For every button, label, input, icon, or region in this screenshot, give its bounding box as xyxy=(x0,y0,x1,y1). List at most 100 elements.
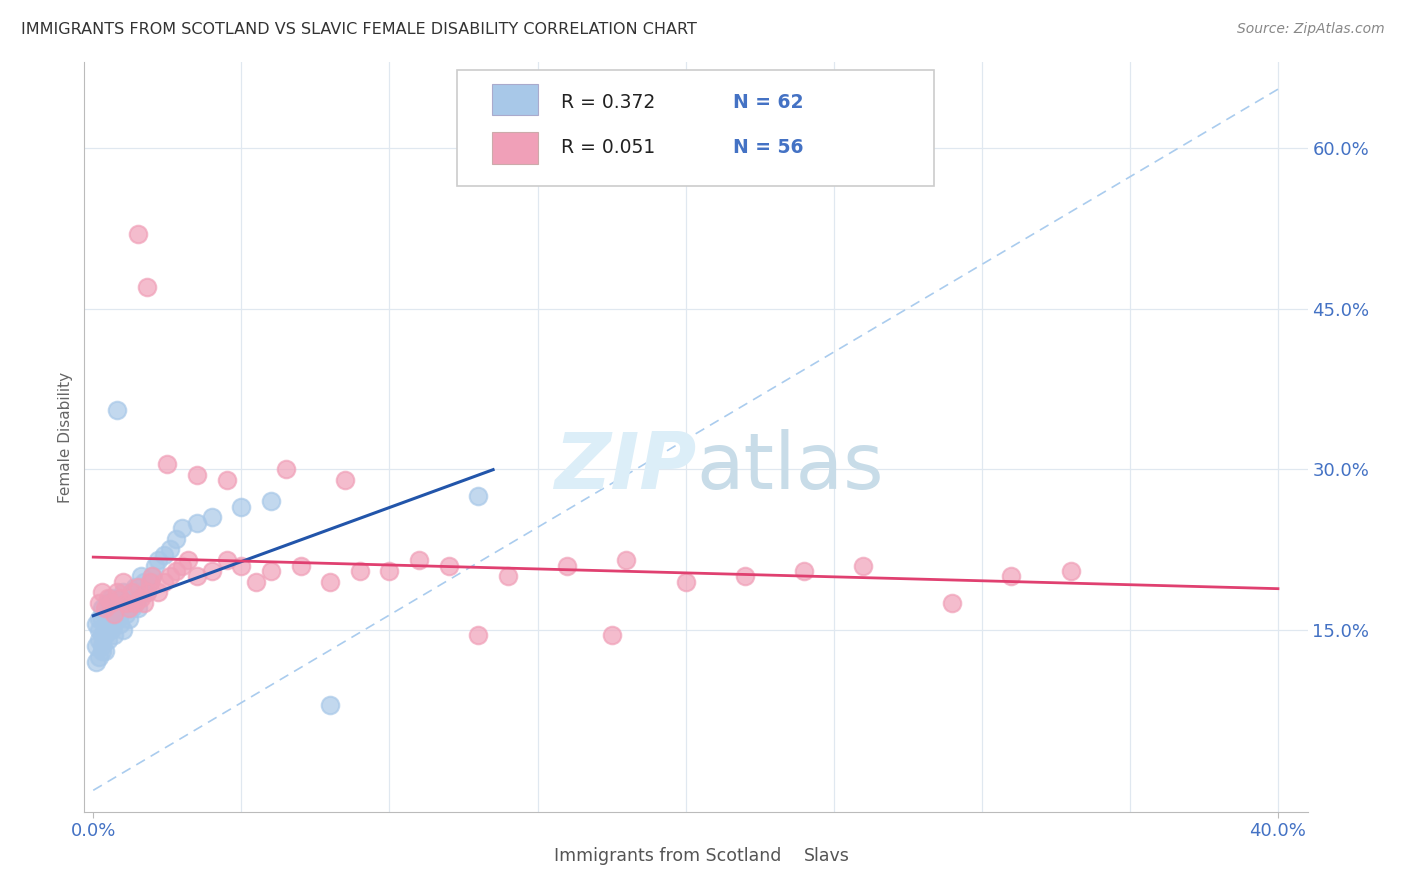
Point xyxy=(260,564,283,578)
Point xyxy=(467,628,489,642)
Point xyxy=(172,521,194,535)
Point xyxy=(94,623,117,637)
Point xyxy=(124,596,146,610)
Point xyxy=(91,644,114,658)
Point xyxy=(89,623,111,637)
Point xyxy=(91,585,114,599)
Text: R = 0.372: R = 0.372 xyxy=(561,93,655,112)
Point xyxy=(333,473,356,487)
Point xyxy=(496,569,519,583)
Point xyxy=(349,564,371,578)
Point xyxy=(97,591,120,605)
Point xyxy=(1000,569,1022,583)
Point xyxy=(437,558,460,573)
Point xyxy=(105,612,128,626)
FancyBboxPatch shape xyxy=(457,70,935,186)
Point xyxy=(97,612,120,626)
Point xyxy=(105,403,128,417)
Point xyxy=(111,574,134,589)
Point xyxy=(231,558,253,573)
Point xyxy=(129,569,152,583)
Point xyxy=(408,553,430,567)
Point xyxy=(108,591,131,605)
Text: Immigrants from Scotland: Immigrants from Scotland xyxy=(554,847,782,865)
Point xyxy=(138,574,160,589)
Point xyxy=(94,601,117,615)
Point xyxy=(121,585,143,599)
Point xyxy=(156,457,179,471)
Point xyxy=(159,542,181,557)
Point xyxy=(100,607,122,621)
Point xyxy=(135,280,157,294)
Text: ZIP: ZIP xyxy=(554,429,696,505)
Point xyxy=(165,564,187,578)
Point xyxy=(118,612,141,626)
Point xyxy=(231,500,253,514)
Point xyxy=(201,564,224,578)
Point xyxy=(186,569,208,583)
Point xyxy=(94,644,117,658)
Point xyxy=(118,601,141,615)
Point xyxy=(103,617,125,632)
Point xyxy=(1059,564,1081,578)
Point xyxy=(141,569,163,583)
Y-axis label: Female Disability: Female Disability xyxy=(58,371,73,503)
Point xyxy=(94,628,117,642)
Point xyxy=(91,639,114,653)
Point xyxy=(103,601,125,615)
Point xyxy=(91,612,114,626)
Point xyxy=(734,569,756,583)
Point xyxy=(135,585,157,599)
Point xyxy=(97,633,120,648)
Point xyxy=(84,617,107,632)
Point xyxy=(274,462,297,476)
Text: Slavs: Slavs xyxy=(804,847,851,865)
Point xyxy=(91,628,114,642)
Point xyxy=(89,612,111,626)
Point xyxy=(114,596,136,610)
Point xyxy=(108,607,131,621)
Point xyxy=(172,558,194,573)
Point xyxy=(127,591,149,605)
FancyBboxPatch shape xyxy=(516,845,544,867)
Point xyxy=(121,601,143,615)
Point xyxy=(121,585,143,599)
Point xyxy=(141,569,163,583)
Point xyxy=(319,574,342,589)
Point xyxy=(89,633,111,648)
Text: IMMIGRANTS FROM SCOTLAND VS SLAVIC FEMALE DISABILITY CORRELATION CHART: IMMIGRANTS FROM SCOTLAND VS SLAVIC FEMAL… xyxy=(21,22,697,37)
Point xyxy=(132,574,155,589)
Point xyxy=(555,558,578,573)
Point xyxy=(138,574,160,589)
Point xyxy=(127,227,149,241)
Point xyxy=(135,585,157,599)
Point xyxy=(103,628,125,642)
Point xyxy=(153,548,176,562)
Point xyxy=(852,558,875,573)
Point xyxy=(165,532,187,546)
Point xyxy=(132,596,155,610)
Point xyxy=(91,601,114,615)
Point xyxy=(675,574,697,589)
Text: R = 0.051: R = 0.051 xyxy=(561,137,655,157)
Point xyxy=(148,585,170,599)
Point xyxy=(111,601,134,615)
Point xyxy=(89,649,111,664)
Point xyxy=(111,623,134,637)
Point xyxy=(467,489,489,503)
Point xyxy=(89,596,111,610)
Point xyxy=(97,596,120,610)
Point xyxy=(94,607,117,621)
Point xyxy=(201,510,224,524)
Point xyxy=(159,569,181,583)
Point xyxy=(215,553,238,567)
Point xyxy=(124,580,146,594)
FancyBboxPatch shape xyxy=(492,84,538,115)
Point xyxy=(103,607,125,621)
Point xyxy=(114,607,136,621)
Point xyxy=(100,596,122,610)
Text: N = 56: N = 56 xyxy=(733,137,803,157)
Point xyxy=(290,558,312,573)
Point xyxy=(105,585,128,599)
Point xyxy=(129,585,152,599)
